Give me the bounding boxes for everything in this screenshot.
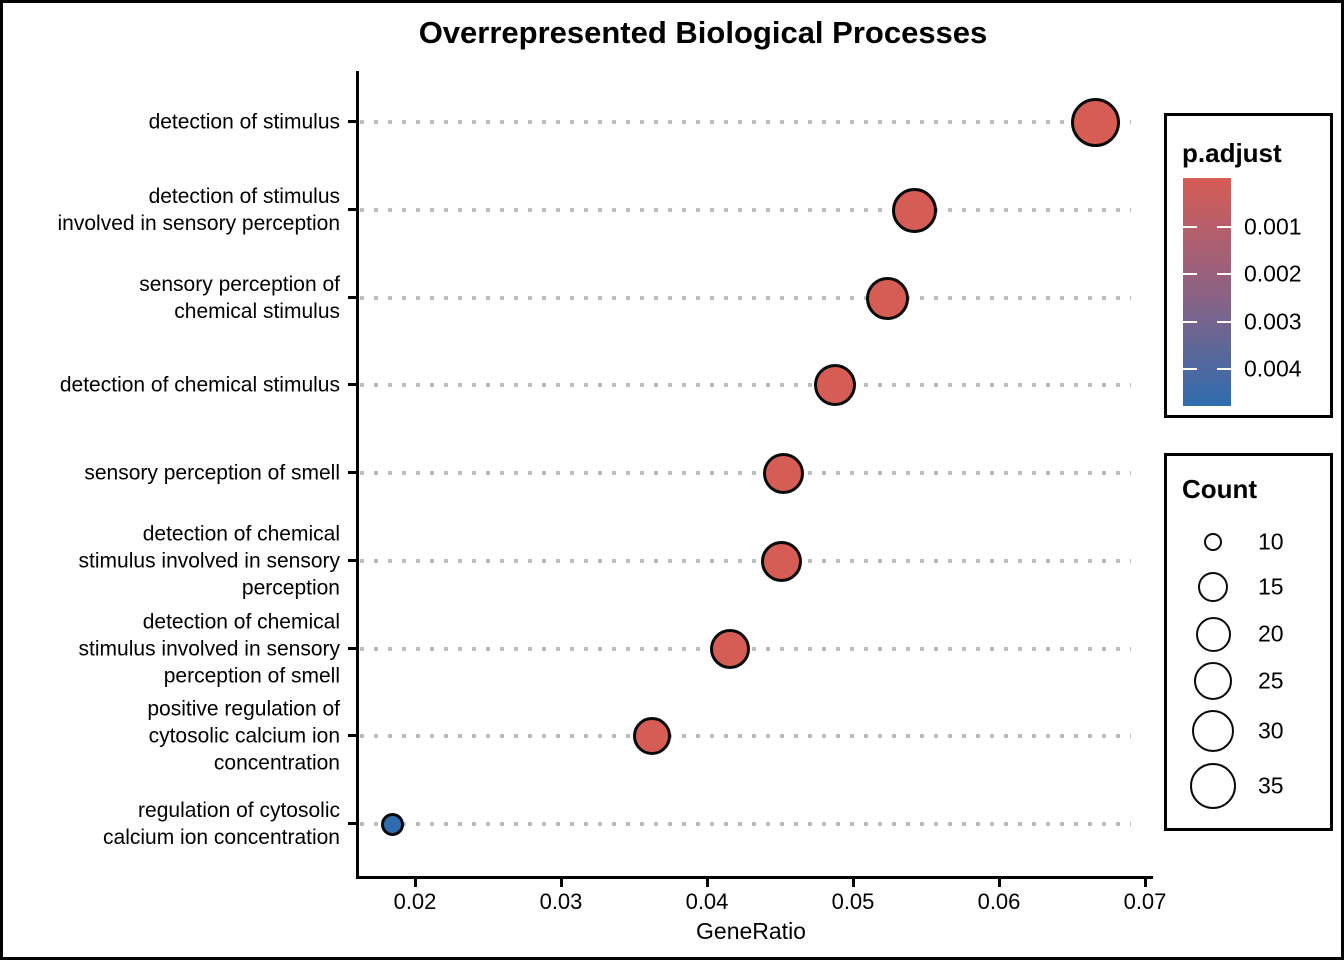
count-legend-circle — [1194, 662, 1232, 700]
y-axis-tick — [348, 734, 357, 737]
x-axis-tick — [560, 879, 563, 887]
y-axis-tick — [348, 383, 357, 386]
data-point — [865, 276, 909, 320]
data-point — [710, 629, 750, 669]
data-point — [891, 187, 937, 233]
category-label: sensory perception of smell — [84, 461, 340, 485]
gradient-tick-left — [1183, 273, 1197, 275]
x-axis-tick — [852, 879, 855, 887]
y-axis-tick — [348, 120, 357, 123]
y-axis-line — [356, 71, 359, 879]
count-legend-circle — [1190, 763, 1236, 809]
data-point — [814, 364, 856, 406]
count-legend-title: Count — [1182, 474, 1258, 504]
row-gridline — [360, 822, 1131, 826]
data-point — [760, 540, 802, 582]
category-label: detection of chemical stimulus — [59, 373, 340, 397]
row-gridline — [360, 296, 1131, 300]
category-label: detection of chemical stimulus involved … — [78, 610, 340, 688]
padjust-tick-label: 0.003 — [1244, 308, 1302, 335]
category-label: positive regulation of cytosolic calcium… — [147, 697, 340, 775]
x-axis-tick-label: 0.05 — [831, 889, 875, 914]
count-legend-label: 15 — [1258, 573, 1284, 600]
padjust-gradient-bar — [1183, 178, 1231, 406]
data-point — [762, 452, 804, 494]
x-axis-tick — [414, 879, 417, 887]
y-axis-tick — [348, 822, 357, 825]
category-label: regulation of cytosolic calcium ion conc… — [103, 799, 340, 849]
y-axis-tick — [348, 208, 357, 211]
x-axis-tick-label: 0.06 — [977, 889, 1021, 914]
x-axis-tick-label: 0.04 — [685, 889, 729, 914]
row-gridline — [360, 120, 1131, 124]
category-label: sensory perception of chemical stimulus — [139, 273, 340, 323]
x-axis-tick-label: 0.07 — [1123, 889, 1167, 914]
x-axis-title: GeneRatio — [696, 918, 806, 944]
count-legend-circle — [1195, 616, 1231, 652]
count-legend-circle — [1198, 572, 1228, 602]
count-legend: Count 10 15 20 25 30 35 — [1164, 453, 1333, 831]
x-axis-tick-label: 0.02 — [393, 889, 437, 914]
row-gridline — [360, 734, 1131, 738]
x-axis-tick — [998, 879, 1001, 887]
gradient-tick-left — [1183, 226, 1197, 228]
row-gridline — [360, 383, 1131, 387]
category-label: detection of stimulus — [148, 110, 340, 134]
count-legend-label: 25 — [1258, 667, 1284, 694]
gradient-tick-left — [1183, 368, 1197, 370]
x-axis-line — [356, 876, 1153, 879]
data-point — [380, 812, 404, 836]
chart-title: Overrepresented Biological Processes — [418, 15, 988, 50]
padjust-tick-label: 0.001 — [1244, 213, 1302, 240]
count-legend-label: 20 — [1258, 620, 1284, 647]
gradient-tick-right — [1217, 321, 1231, 323]
count-legend-circle — [1192, 710, 1234, 752]
gradient-tick-right — [1217, 368, 1231, 370]
y-axis-tick — [348, 647, 357, 650]
padjust-tick-label: 0.002 — [1244, 260, 1302, 287]
x-axis-tick-label: 0.03 — [539, 889, 583, 914]
count-legend-label: 35 — [1258, 772, 1284, 799]
x-axis-tick — [706, 879, 709, 887]
data-point — [1070, 97, 1120, 147]
x-axis-tick — [1144, 879, 1147, 887]
row-gridline — [360, 208, 1131, 212]
gradient-tick-left — [1183, 321, 1197, 323]
row-gridline — [360, 559, 1131, 563]
y-axis-tick — [348, 471, 357, 474]
category-label: detection of chemical stimulus involved … — [78, 522, 340, 600]
count-legend-label: 30 — [1258, 717, 1284, 744]
padjust-legend-title: p.adjust — [1182, 138, 1282, 168]
gradient-tick-right — [1217, 226, 1231, 228]
row-gridline — [360, 471, 1131, 475]
gradient-tick-right — [1217, 273, 1231, 275]
category-label: detection of stimulus involved in sensor… — [57, 185, 341, 235]
data-point — [633, 717, 671, 755]
padjust-legend: p.adjust 0.001 0.002 0.003 0.004 — [1164, 113, 1333, 418]
count-legend-circle — [1204, 533, 1222, 551]
y-axis-tick — [348, 296, 357, 299]
count-legend-label: 10 — [1258, 528, 1284, 555]
padjust-tick-label: 0.004 — [1244, 355, 1302, 382]
y-axis-tick — [348, 559, 357, 562]
